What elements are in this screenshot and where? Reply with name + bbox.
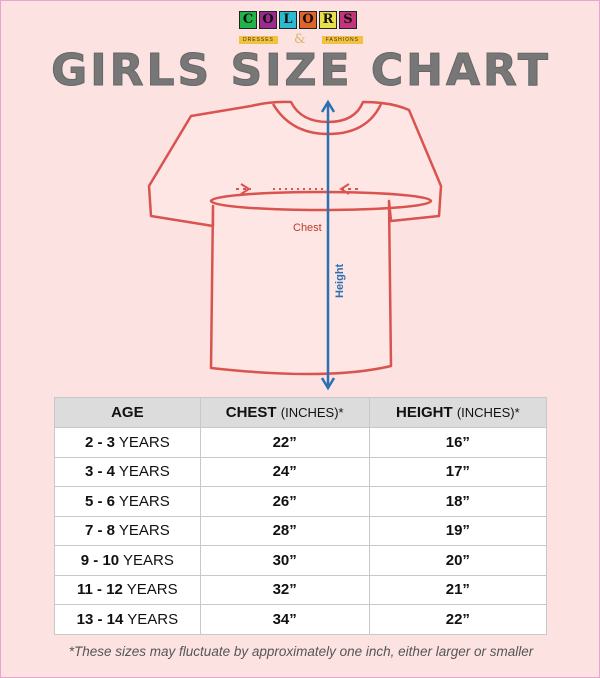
age-unit: YEARS	[118, 522, 170, 540]
age-unit: YEARS	[118, 492, 170, 510]
header-main: CHEST	[225, 404, 277, 421]
chest-value: 28”	[272, 522, 297, 540]
chest-value: 22”	[272, 433, 297, 451]
height-cell: 22”	[368, 604, 548, 635]
chest-cell: 28”	[199, 515, 370, 546]
table-row: 5 - 6 YEARS 26” 18”	[54, 486, 548, 517]
chest-value: 24”	[272, 463, 297, 481]
header-main: AGE	[111, 404, 144, 421]
chest-cell: 24”	[199, 456, 370, 487]
chest-cell: 30”	[199, 545, 370, 576]
height-value: 16”	[445, 433, 470, 451]
age-range: 5 - 6	[84, 492, 115, 510]
height-value: 19”	[445, 522, 470, 540]
age-cell: 3 - 4 YEARS	[54, 456, 201, 487]
age-range: 7 - 8	[84, 522, 115, 540]
logo-letter-tile: O	[259, 11, 277, 29]
height-value: 18”	[445, 492, 470, 510]
age-unit: YEARS	[118, 433, 170, 451]
height-label: Height	[334, 263, 346, 298]
logo-letter-tile: C	[239, 11, 257, 29]
footnote: *These sizes may fluctuate by approximat…	[68, 644, 534, 659]
logo-letter-tile: O	[299, 11, 317, 29]
logo-fashions: FASHIONS	[321, 35, 363, 44]
logo-dresses: DRESSES	[239, 35, 278, 44]
age-unit: YEARS	[123, 551, 174, 569]
height-value: 21”	[445, 581, 470, 599]
age-range: 2 - 3	[84, 433, 115, 451]
column-header: AGE	[54, 397, 201, 428]
header-main: HEIGHT	[396, 404, 453, 421]
column-header: HEIGHT (INCHES)*	[368, 397, 548, 428]
height-cell: 18”	[368, 486, 548, 517]
page-title: GIRLS SIZE CHART	[51, 45, 551, 97]
table-row: 2 - 3 YEARS 22” 16”	[54, 427, 548, 458]
height-cell: 20”	[368, 545, 548, 576]
chest-circle	[209, 190, 433, 212]
chest-cell: 26”	[199, 486, 370, 517]
header-unit: (INCHES)*	[280, 405, 344, 420]
chest-value: 26”	[272, 492, 297, 510]
age-cell: 11 - 12 YEARS	[54, 574, 201, 605]
height-cell: 17”	[368, 456, 548, 487]
age-range: 3 - 4	[84, 463, 115, 481]
logo-ampersand: &	[294, 32, 306, 47]
height-value: 20”	[445, 551, 470, 569]
age-cell: 7 - 8 YEARS	[54, 515, 201, 546]
age-unit: YEARS	[127, 610, 179, 628]
chest-label: Chest	[293, 222, 322, 234]
age-cell: 9 - 10 YEARS	[54, 545, 201, 576]
chest-value: 34”	[272, 610, 297, 628]
chest-cell: 22”	[199, 427, 370, 458]
height-value: 17”	[445, 463, 470, 481]
age-range: 9 - 10	[80, 551, 120, 569]
chest-cell: 34”	[199, 604, 370, 635]
logo-letter-tile: L	[279, 11, 297, 29]
age-unit: YEARS	[126, 581, 178, 599]
table-row: 3 - 4 YEARS 24” 17”	[54, 456, 548, 487]
height-cell: 19”	[368, 515, 548, 546]
logo-letter-tile: S	[339, 11, 357, 29]
chest-cell: 32”	[199, 574, 370, 605]
age-range: 13 - 14	[76, 610, 124, 628]
size-table: AGE CHEST (INCHES)* HEIGHT (INCHES)* 2 - …	[54, 397, 548, 635]
tshirt-outline	[147, 100, 443, 376]
age-range: 11 - 12	[77, 581, 123, 599]
table-row: 13 - 14 YEARS 34” 22”	[54, 604, 548, 635]
height-arrow	[320, 99, 336, 391]
age-cell: 2 - 3 YEARS	[54, 427, 201, 458]
table-row: 9 - 10 YEARS 30” 20”	[54, 545, 548, 576]
height-value: 22”	[445, 610, 470, 628]
age-cell: 13 - 14 YEARS	[54, 604, 201, 635]
age-cell: 5 - 6 YEARS	[54, 486, 201, 517]
chest-value: 30”	[272, 551, 297, 569]
header-unit: (INCHES)*	[456, 405, 520, 420]
logo-letter-tile: R	[319, 11, 337, 29]
chest-arrow	[236, 183, 359, 195]
chest-value: 32”	[272, 581, 297, 599]
table-row: 11 - 12 YEARS 32” 21”	[54, 574, 548, 605]
table-row: 7 - 8 YEARS 28” 19”	[54, 515, 548, 546]
tshirt-diagram: Chest Height	[147, 99, 443, 391]
height-cell: 21”	[368, 574, 548, 605]
column-header: CHEST (INCHES)*	[199, 397, 370, 428]
height-cell: 16”	[368, 427, 548, 458]
age-unit: YEARS	[118, 463, 170, 481]
